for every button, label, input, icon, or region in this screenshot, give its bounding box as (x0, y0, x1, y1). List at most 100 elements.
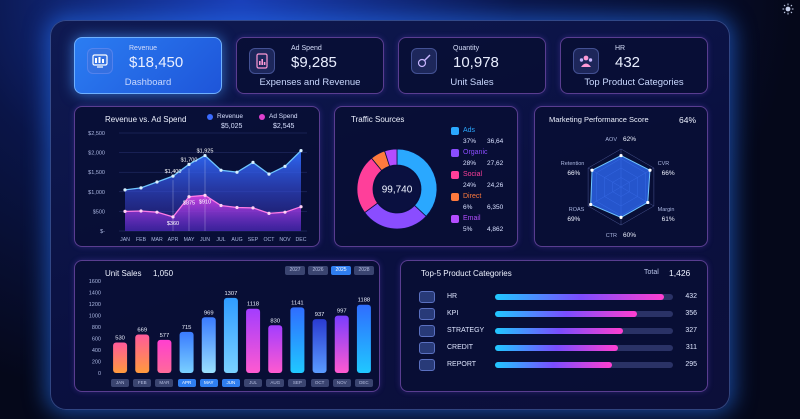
category-bar-track (495, 345, 673, 351)
ad-spend-point (139, 209, 143, 213)
annotation-revenue: $1,925 (197, 149, 214, 155)
radar-point (648, 168, 652, 172)
month-button-nov[interactable]: NOV (332, 379, 351, 387)
legend-source-name: Direct (463, 193, 482, 200)
guitar-icon (411, 48, 437, 74)
unit-sales-bar (179, 331, 194, 373)
unit-sales-bar-chart: 1600 1400 1200 1000 800 600 400 200 0 530 669 577 71… (89, 279, 371, 377)
radar-point (590, 168, 594, 172)
kpi-card-ad-spend[interactable]: Ad Spend $9,285 Expenses and Revenue (236, 37, 384, 94)
bar-value-label: 1307 (224, 291, 237, 297)
legend-source-value: 24,26 (487, 182, 504, 189)
category-row-credit[interactable]: CREDIT 311 (401, 261, 709, 354)
month-button-apr[interactable]: APR (177, 379, 196, 387)
category-row-strategy[interactable]: STRATEGY 327 (401, 261, 709, 337)
report-icon (419, 359, 435, 371)
theme-toggle-sun-icon[interactable] (782, 3, 794, 15)
radar-area (590, 155, 651, 218)
legend-swatch (451, 215, 459, 223)
kpi-label: Ad Spend (291, 45, 322, 52)
category-row-hr[interactable]: HR 432 (401, 261, 709, 303)
donut-slice-email (384, 148, 398, 167)
y-tick-label: $- (100, 229, 105, 235)
revenue-line (124, 150, 302, 191)
top5-total-label: Total (644, 269, 659, 276)
x-tick-label: MAR (151, 237, 163, 243)
target-icon (419, 308, 435, 320)
month-button-may[interactable]: MAY (199, 379, 218, 387)
kpi-value: $9,285 (291, 54, 337, 71)
category-bar-fill (495, 294, 665, 300)
month-button-aug[interactable]: AUG (266, 379, 285, 387)
year-button-2026[interactable]: 2026 (308, 266, 328, 275)
legend-swatch (451, 127, 459, 135)
unit-sales-bar (113, 342, 128, 373)
month-button-jan[interactable]: JAN (111, 379, 130, 387)
chart-title: Top-5 Product Categories (421, 269, 512, 278)
legend-source-pct: 28% (463, 160, 477, 167)
legend-source-pct: 5% (463, 226, 473, 233)
y-tick-label: 200 (92, 360, 101, 366)
category-value: 356 (685, 310, 697, 317)
chart-title: Marketing Performance Score (549, 115, 649, 124)
radar-point (619, 153, 623, 158)
kpi-card-quantity[interactable]: Quantity 10,978 Unit Sales (398, 37, 546, 94)
revenue-point (299, 149, 303, 153)
month-button-mar[interactable]: MAR (155, 379, 174, 387)
chart-title: Revenue vs. Ad Spend (105, 115, 187, 124)
category-bar-track (495, 294, 673, 300)
kpi-subtitle: Unit Sales (450, 77, 494, 88)
month-button-feb[interactable]: FEB (133, 379, 152, 387)
x-tick-label: JUL (216, 237, 225, 243)
legend-revenue-label: Revenue (217, 113, 244, 120)
legend-swatch (451, 149, 459, 157)
traffic-sources-card: Traffic Sources 99,740 Ads 37% 36,64 Organi… (334, 106, 518, 247)
year-button-2027[interactable]: 2027 (285, 266, 305, 275)
radar-axis-value: 66% (567, 170, 580, 177)
y-tick-label: 800 (92, 325, 101, 331)
month-button-sep[interactable]: SEP (288, 379, 307, 387)
annotation-ad-spend: $875 (183, 201, 195, 207)
marketing-performance-card: Marketing Performance Score 64% AOV 62% CV… (534, 106, 708, 247)
legend-source-value: 27,62 (487, 160, 504, 167)
traffic-donut-chart: 99,740 (356, 148, 438, 230)
month-button-jun[interactable]: JUN (221, 379, 240, 387)
kpi-value: 10,978 (453, 54, 499, 71)
year-button-2028[interactable]: 2028 (354, 266, 374, 275)
unit-sales-bar (223, 297, 238, 373)
category-name: CREDIT (447, 344, 474, 351)
kpi-card-revenue[interactable]: Revenue $18,450 Dashboard (74, 37, 222, 94)
dashboard-frame: Revenue $18,450 Dashboard Ad Spend $9,28… (50, 20, 730, 410)
category-value: 432 (685, 293, 697, 300)
bar-value-label: 669 (137, 328, 147, 334)
unit-sales-bar (157, 339, 172, 373)
month-button-dec[interactable]: DEC (354, 379, 373, 387)
unit-sales-bar (312, 319, 327, 373)
kpi-card-hr[interactable]: HR 432 Top Product Categories (560, 37, 708, 94)
category-name: REPORT (447, 361, 477, 368)
revenue-area-chart: $2,500 $2,000 $1,500 $1,000 $500 $- $1,400 $1,7… (88, 131, 307, 243)
legend-ad-spend-label: Ad Spend (269, 113, 298, 120)
revenue-point (203, 153, 207, 158)
category-bar-fill (495, 362, 613, 368)
category-name: HR (447, 293, 458, 300)
category-bar-track (495, 362, 673, 368)
chart-title: Traffic Sources (351, 115, 405, 124)
revenue-point (283, 164, 287, 168)
year-button-2025[interactable]: 2025 (331, 266, 351, 275)
legend-source-name: Ads (463, 127, 476, 134)
annotation-ad-spend: $910 (199, 199, 211, 205)
category-row-kpi[interactable]: KPI 356 (401, 261, 709, 320)
y-tick-label: 1600 (89, 279, 101, 285)
credit-card-icon (419, 342, 435, 354)
x-tick-label: APR (168, 237, 179, 243)
radar-point (619, 215, 623, 219)
category-row-report[interactable]: REPORT 295 (401, 261, 709, 371)
radar-point (589, 202, 593, 207)
month-button-jul[interactable]: JUL (244, 379, 263, 387)
donut-hole (374, 166, 420, 212)
month-button-oct[interactable]: OCT (310, 379, 329, 387)
revenue-point (123, 188, 127, 192)
radar-axis-value: 69% (567, 216, 580, 223)
revenue-point (139, 186, 143, 190)
